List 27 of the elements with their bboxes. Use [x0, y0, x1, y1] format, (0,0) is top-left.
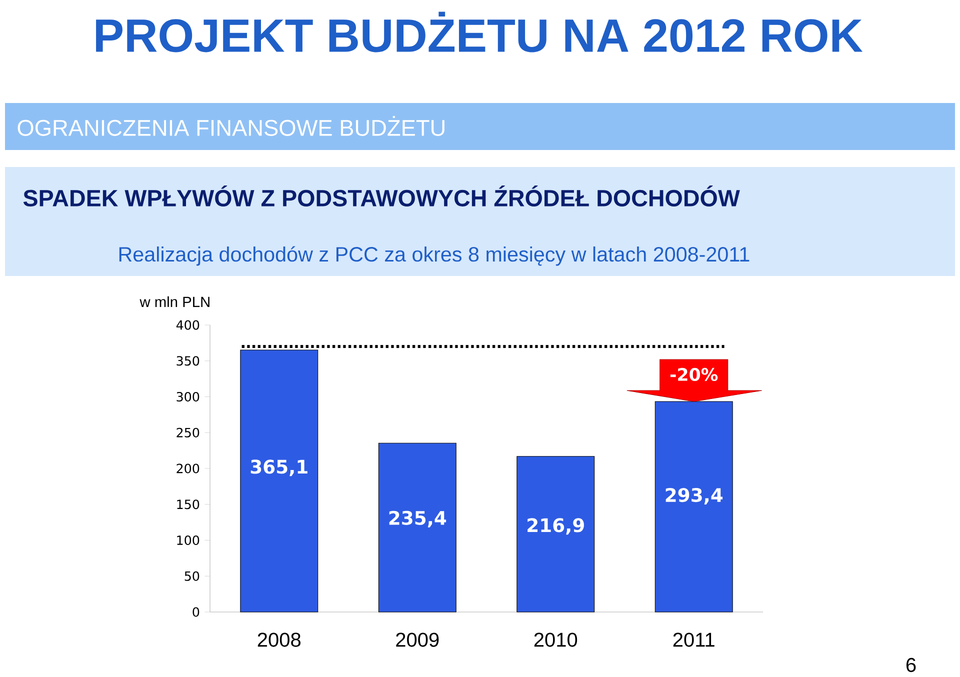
y-tick-label: 100	[177, 536, 200, 546]
y-tick-label: 150	[177, 500, 200, 510]
x-tick-label: 2010	[534, 632, 578, 648]
text: SPADEK WPŁYWÓW Z PODSTAWOWYCH ŹRÓDEŁ DOCHODÓW	[23, 186, 740, 207]
x-tick-label: 2009	[396, 632, 439, 648]
data-label: 235,4	[389, 511, 446, 528]
data-label: 365,1	[250, 460, 308, 476]
chart-subtitle: OGRANICZENIA FINANSOWE BUDŻETU	[18, 116, 444, 136]
y-tick-label: 200	[176, 464, 200, 474]
bar	[378, 443, 456, 612]
y-tick-label: 300	[176, 392, 200, 402]
text: 6	[906, 658, 916, 672]
y-axis-title: w mln PLN	[140, 296, 210, 308]
annotation: -20%	[670, 368, 718, 382]
bar	[516, 456, 595, 612]
data-label: 216,9	[528, 518, 584, 535]
data-label: 293,4	[666, 488, 723, 505]
y-tick-label: 350	[176, 356, 200, 366]
y-tick-label: 0	[192, 607, 200, 618]
y-tick-label: 50	[184, 572, 200, 582]
bar	[240, 350, 318, 612]
chart-title: PROJEKT BUDŻETU NA 2012 ROK	[96, 12, 863, 52]
x-tick-label: 2011	[673, 632, 714, 648]
y-tick-label: 400	[176, 320, 200, 330]
text: Realizacja dochodów z PCC za okres 8 miesięcy w latach 2008-2011	[119, 246, 750, 266]
y-tick-label: 250	[176, 428, 200, 438]
x-tick-label: 2008	[258, 632, 300, 648]
